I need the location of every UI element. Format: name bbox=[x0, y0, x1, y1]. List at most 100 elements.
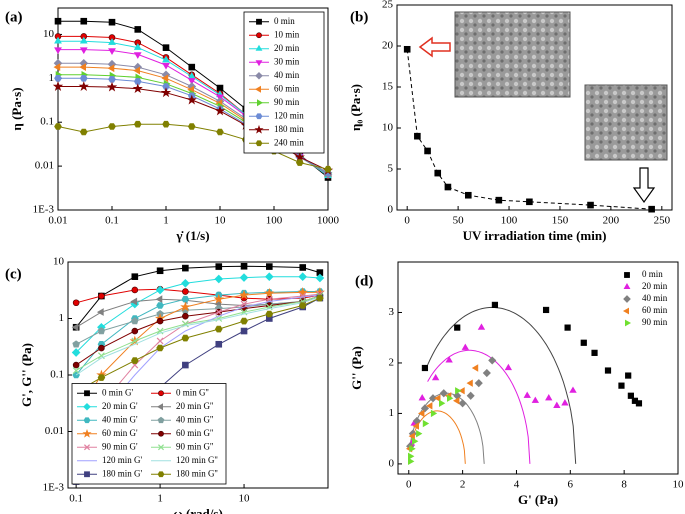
x-axis-label: G' (Pa) bbox=[518, 492, 558, 507]
plot-frame bbox=[396, 4, 673, 211]
data-point bbox=[452, 397, 460, 405]
data-point bbox=[625, 372, 632, 379]
data-point bbox=[108, 18, 116, 26]
data-point bbox=[79, 75, 88, 82]
x-tick-label: 100 bbox=[501, 215, 518, 227]
data-point bbox=[424, 147, 431, 155]
data-point bbox=[79, 63, 86, 72]
data-point bbox=[627, 392, 634, 399]
fit-arc bbox=[409, 392, 485, 464]
data-point bbox=[445, 356, 453, 363]
legend-marker bbox=[82, 428, 92, 438]
data-point bbox=[414, 132, 421, 140]
legend-marker bbox=[256, 32, 262, 39]
legend-marker bbox=[254, 124, 264, 134]
data-point bbox=[213, 293, 224, 304]
legend-label: 0 min G'' bbox=[176, 387, 209, 397]
fit-arc bbox=[427, 349, 531, 464]
data-point bbox=[495, 196, 503, 204]
data-point bbox=[426, 402, 433, 410]
data-point bbox=[265, 310, 274, 318]
data-point bbox=[412, 422, 420, 430]
data-point bbox=[162, 120, 170, 128]
data-point bbox=[134, 26, 142, 33]
legend-marker bbox=[83, 417, 91, 424]
data-point bbox=[133, 78, 142, 85]
data-point bbox=[411, 437, 419, 445]
y-tick-label: 1E-3 bbox=[43, 482, 65, 494]
data-point bbox=[78, 81, 89, 91]
x-tick-label: 150 bbox=[552, 215, 569, 227]
legend-label: 20 min G' bbox=[102, 401, 138, 411]
legend-label: 180 min bbox=[274, 124, 304, 134]
data-point bbox=[106, 81, 118, 92]
panel-label: (d) bbox=[355, 273, 373, 289]
x-tick-label: 10 bbox=[673, 479, 685, 491]
legend-marker bbox=[84, 390, 90, 397]
data-point bbox=[180, 301, 191, 312]
data-point bbox=[618, 382, 625, 389]
data-point bbox=[71, 348, 81, 357]
legend-label: 40 min bbox=[274, 70, 300, 80]
series-line bbox=[75, 295, 321, 345]
x-tick-label: 50 bbox=[453, 215, 465, 227]
y-tick-label: 15 bbox=[382, 81, 394, 93]
data-point bbox=[604, 367, 612, 374]
y-tick-label: 10 bbox=[53, 256, 65, 268]
tem-image bbox=[584, 84, 668, 161]
data-point bbox=[156, 337, 164, 345]
data-point bbox=[131, 317, 139, 325]
data-point bbox=[299, 264, 307, 271]
data-point bbox=[79, 36, 88, 44]
x-tick-label: 0.1 bbox=[69, 493, 83, 505]
legend-marker bbox=[255, 113, 263, 120]
legend-label: 240 min bbox=[274, 137, 304, 147]
x-axis-label: UV irradiation time (min) bbox=[463, 228, 607, 243]
fit-arc bbox=[409, 410, 466, 464]
data-point bbox=[80, 17, 88, 25]
x-tick-label: 100 bbox=[266, 215, 283, 227]
data-point bbox=[239, 273, 249, 282]
data-point bbox=[407, 452, 415, 461]
y-tick-label: 1 bbox=[59, 312, 65, 324]
data-point bbox=[215, 308, 223, 316]
legend-marker bbox=[256, 99, 263, 107]
data-point bbox=[523, 391, 531, 398]
data-point bbox=[564, 324, 571, 331]
data-point bbox=[131, 286, 139, 294]
series-line bbox=[75, 296, 321, 376]
legend-label: 40 min G' bbox=[102, 414, 138, 424]
data-point bbox=[131, 357, 139, 364]
data-point bbox=[403, 45, 411, 53]
data-point bbox=[54, 36, 62, 44]
data-point bbox=[214, 274, 224, 284]
y-tick-label: 1 bbox=[49, 72, 55, 84]
arrow bbox=[632, 167, 656, 204]
data-point bbox=[162, 83, 170, 90]
data-point bbox=[545, 393, 553, 401]
data-point bbox=[187, 123, 196, 130]
data-point bbox=[474, 379, 483, 388]
legend-marker bbox=[84, 471, 90, 478]
data-point bbox=[72, 299, 80, 307]
data-point bbox=[182, 361, 189, 369]
legend-label: 90 min bbox=[642, 317, 668, 327]
data-point bbox=[131, 273, 139, 280]
legend-label: 10 min bbox=[274, 29, 300, 39]
y-tick-label: 0 bbox=[389, 457, 395, 469]
data-point bbox=[133, 52, 142, 59]
data-point bbox=[477, 323, 486, 330]
x-tick-label: 1 bbox=[157, 493, 163, 505]
legend-marker bbox=[83, 444, 91, 451]
legend-label: 20 min G'' bbox=[176, 401, 214, 411]
series-line bbox=[75, 288, 320, 304]
fit-line bbox=[406, 49, 652, 210]
data-point bbox=[446, 394, 454, 402]
data-point bbox=[298, 272, 308, 282]
data-point bbox=[422, 419, 430, 428]
data-point bbox=[466, 379, 473, 387]
legend-marker bbox=[158, 390, 164, 397]
y-tick-label: 0.01 bbox=[45, 425, 64, 437]
tem-image bbox=[454, 11, 571, 98]
x-tick-label: 1000 bbox=[317, 215, 340, 227]
